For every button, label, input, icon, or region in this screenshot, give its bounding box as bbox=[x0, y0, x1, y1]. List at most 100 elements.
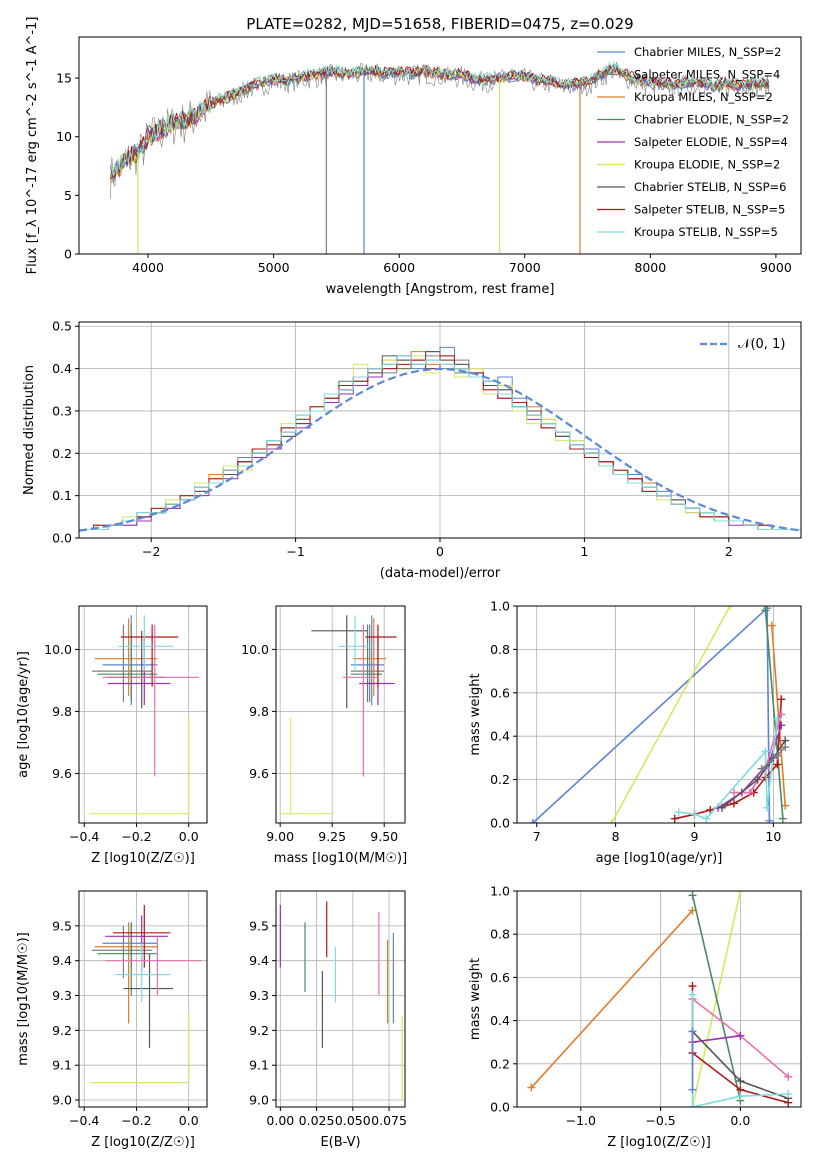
x-axis-label: Z [log10(Z/Z☉)] bbox=[607, 1135, 711, 1150]
y-tick-label: 0.4 bbox=[490, 1013, 510, 1028]
x-tick-label: −0.4 bbox=[69, 1113, 99, 1128]
legend-label: Salpeter MILES, N_SSP=4 bbox=[634, 68, 780, 82]
normal-curve bbox=[79, 367, 801, 532]
legend-label: Chabrier ELODIE, N_SSP=2 bbox=[634, 113, 789, 127]
series-marker bbox=[784, 1072, 793, 1081]
x-axis-label: mass [log10(M/M☉)] bbox=[274, 851, 407, 866]
series-marker bbox=[607, 819, 616, 823]
x-tick-label: 10 bbox=[765, 829, 781, 844]
y-tick-label: 9.8 bbox=[249, 704, 269, 719]
y-tick-label: 10.0 bbox=[44, 642, 72, 657]
series-marker bbox=[736, 891, 745, 895]
x-tick-label: 0.0 bbox=[730, 1113, 750, 1128]
y-tick-label: 0.2 bbox=[490, 1056, 510, 1071]
y-tick-label: 0.0 bbox=[490, 1100, 510, 1115]
series-line bbox=[674, 699, 783, 820]
x-tick-label: 8 bbox=[612, 829, 620, 844]
x-tick-label: 9.50 bbox=[370, 829, 398, 844]
x-tick-label: 4000 bbox=[132, 260, 164, 275]
y-tick-label: 9.4 bbox=[52, 953, 72, 968]
y-tick-label: 9.2 bbox=[52, 1023, 72, 1038]
x-tick-label: 1 bbox=[580, 544, 588, 559]
series-marker bbox=[688, 982, 697, 991]
x-axis-label: (data-model)/error bbox=[380, 566, 501, 581]
y-tick-label: 0.3 bbox=[52, 403, 72, 418]
series-marker bbox=[773, 751, 782, 760]
series-marker bbox=[690, 810, 699, 819]
x-tick-label: −0.2 bbox=[121, 829, 151, 844]
series-marker bbox=[688, 1027, 697, 1036]
plot-area bbox=[109, 60, 770, 254]
y-axis-label: age [log10(age/yr)] bbox=[16, 651, 31, 778]
x-tick-label: −2 bbox=[142, 544, 160, 559]
series-marker bbox=[674, 808, 683, 817]
plot-area bbox=[89, 904, 202, 1084]
series-marker bbox=[702, 814, 711, 823]
x-tick-label: 8000 bbox=[634, 260, 666, 275]
series-marker bbox=[688, 1103, 697, 1107]
series-marker bbox=[736, 1031, 745, 1040]
y-tick-label: 9.1 bbox=[249, 1058, 269, 1073]
y-tick-label: 0.6 bbox=[490, 970, 510, 985]
panel-age_vs_mass: 9.00 9.25 9.50 9.6 9.8 10.0 mass [log10(M/M☉)] bbox=[241, 605, 407, 866]
y-tick-label: 0.0 bbox=[490, 816, 510, 831]
x-tick-label: 9 bbox=[691, 829, 699, 844]
plot-area bbox=[527, 891, 793, 1107]
series-line bbox=[691, 895, 742, 1101]
y-tick-label: 9.4 bbox=[249, 953, 269, 968]
figure-title: PLATE=0282, MJD=51658, FIBERID=0475, z=0… bbox=[246, 15, 633, 33]
series-marker bbox=[670, 814, 679, 823]
series-marker bbox=[781, 743, 790, 752]
x-axis-label: age [log10(age/yr)] bbox=[596, 851, 723, 866]
x-axis-label: Z [log10(Z/Z☉)] bbox=[91, 851, 195, 866]
x-axis-label: wavelength [Angstrom, rest frame] bbox=[326, 282, 555, 297]
x-tick-label: −0.5 bbox=[645, 1113, 675, 1128]
y-axis-label: mass weight bbox=[468, 958, 483, 1040]
series-marker bbox=[753, 775, 762, 784]
x-tick-label: 0.00 bbox=[266, 1113, 294, 1128]
series-marker bbox=[761, 606, 770, 615]
panel-mass_vs_EBV: 0.00 0.025 0.050 0.075 9.0 9.1 9.2 9.3 9.4 9.5 E(B… bbox=[249, 890, 407, 1150]
axes-frame bbox=[78, 605, 208, 824]
series-marker bbox=[688, 906, 697, 915]
y-tick-label: 9.0 bbox=[52, 1093, 72, 1108]
y-tick-label: 0.5 bbox=[52, 319, 72, 334]
y-tick-label: 9.0 bbox=[249, 1093, 269, 1108]
y-tick-label: 0 bbox=[64, 247, 72, 262]
legend-label: Kroupa MILES, N_SSP=2 bbox=[634, 90, 773, 104]
x-tick-label: 6000 bbox=[383, 260, 415, 275]
axes-frame bbox=[516, 605, 802, 824]
y-tick-label: 1.0 bbox=[490, 884, 510, 899]
x-tick-label: 9000 bbox=[760, 260, 792, 275]
series-marker bbox=[765, 816, 774, 823]
series-marker bbox=[726, 606, 734, 610]
y-axis-label: Normed distribution bbox=[22, 365, 37, 495]
y-tick-label: 0.6 bbox=[490, 685, 510, 700]
spectrum-kroupa-stelib bbox=[109, 60, 770, 176]
x-tick-label: 0.0 bbox=[179, 829, 199, 844]
plot-area bbox=[280, 615, 397, 815]
series-marker bbox=[688, 990, 697, 999]
x-tick-label: 9.00 bbox=[266, 829, 294, 844]
series-marker bbox=[729, 788, 738, 797]
y-tick-label: 9.5 bbox=[52, 918, 72, 933]
series-marker bbox=[761, 747, 770, 756]
series-marker bbox=[745, 788, 754, 797]
x-axis-label: E(B-V) bbox=[320, 1135, 360, 1150]
legend-label: Chabrier MILES, N_SSP=2 bbox=[634, 45, 781, 59]
x-tick-label: 0.0 bbox=[179, 1113, 199, 1128]
panel-spectrum: 4000 5000 6000 7000 8000 9000 0 5 10 15 wavelength… bbox=[25, 17, 802, 297]
y-tick-label: 9.5 bbox=[249, 918, 269, 933]
y-tick-label: 9.3 bbox=[52, 988, 72, 1003]
x-tick-label: −0.2 bbox=[121, 1113, 151, 1128]
x-tick-label: 9.25 bbox=[318, 829, 346, 844]
y-axis-label: mass [log10(M/M☉)] bbox=[16, 932, 31, 1065]
series-marker bbox=[527, 1083, 536, 1092]
x-tick-label: 2 bbox=[725, 544, 733, 559]
y-tick-label: 9.3 bbox=[249, 988, 269, 1003]
y-tick-label: 10 bbox=[56, 129, 72, 144]
y-tick-label: 0.0 bbox=[52, 531, 72, 546]
y-tick-label: 0.8 bbox=[490, 927, 510, 942]
y-tick-label: 0.4 bbox=[490, 729, 510, 744]
